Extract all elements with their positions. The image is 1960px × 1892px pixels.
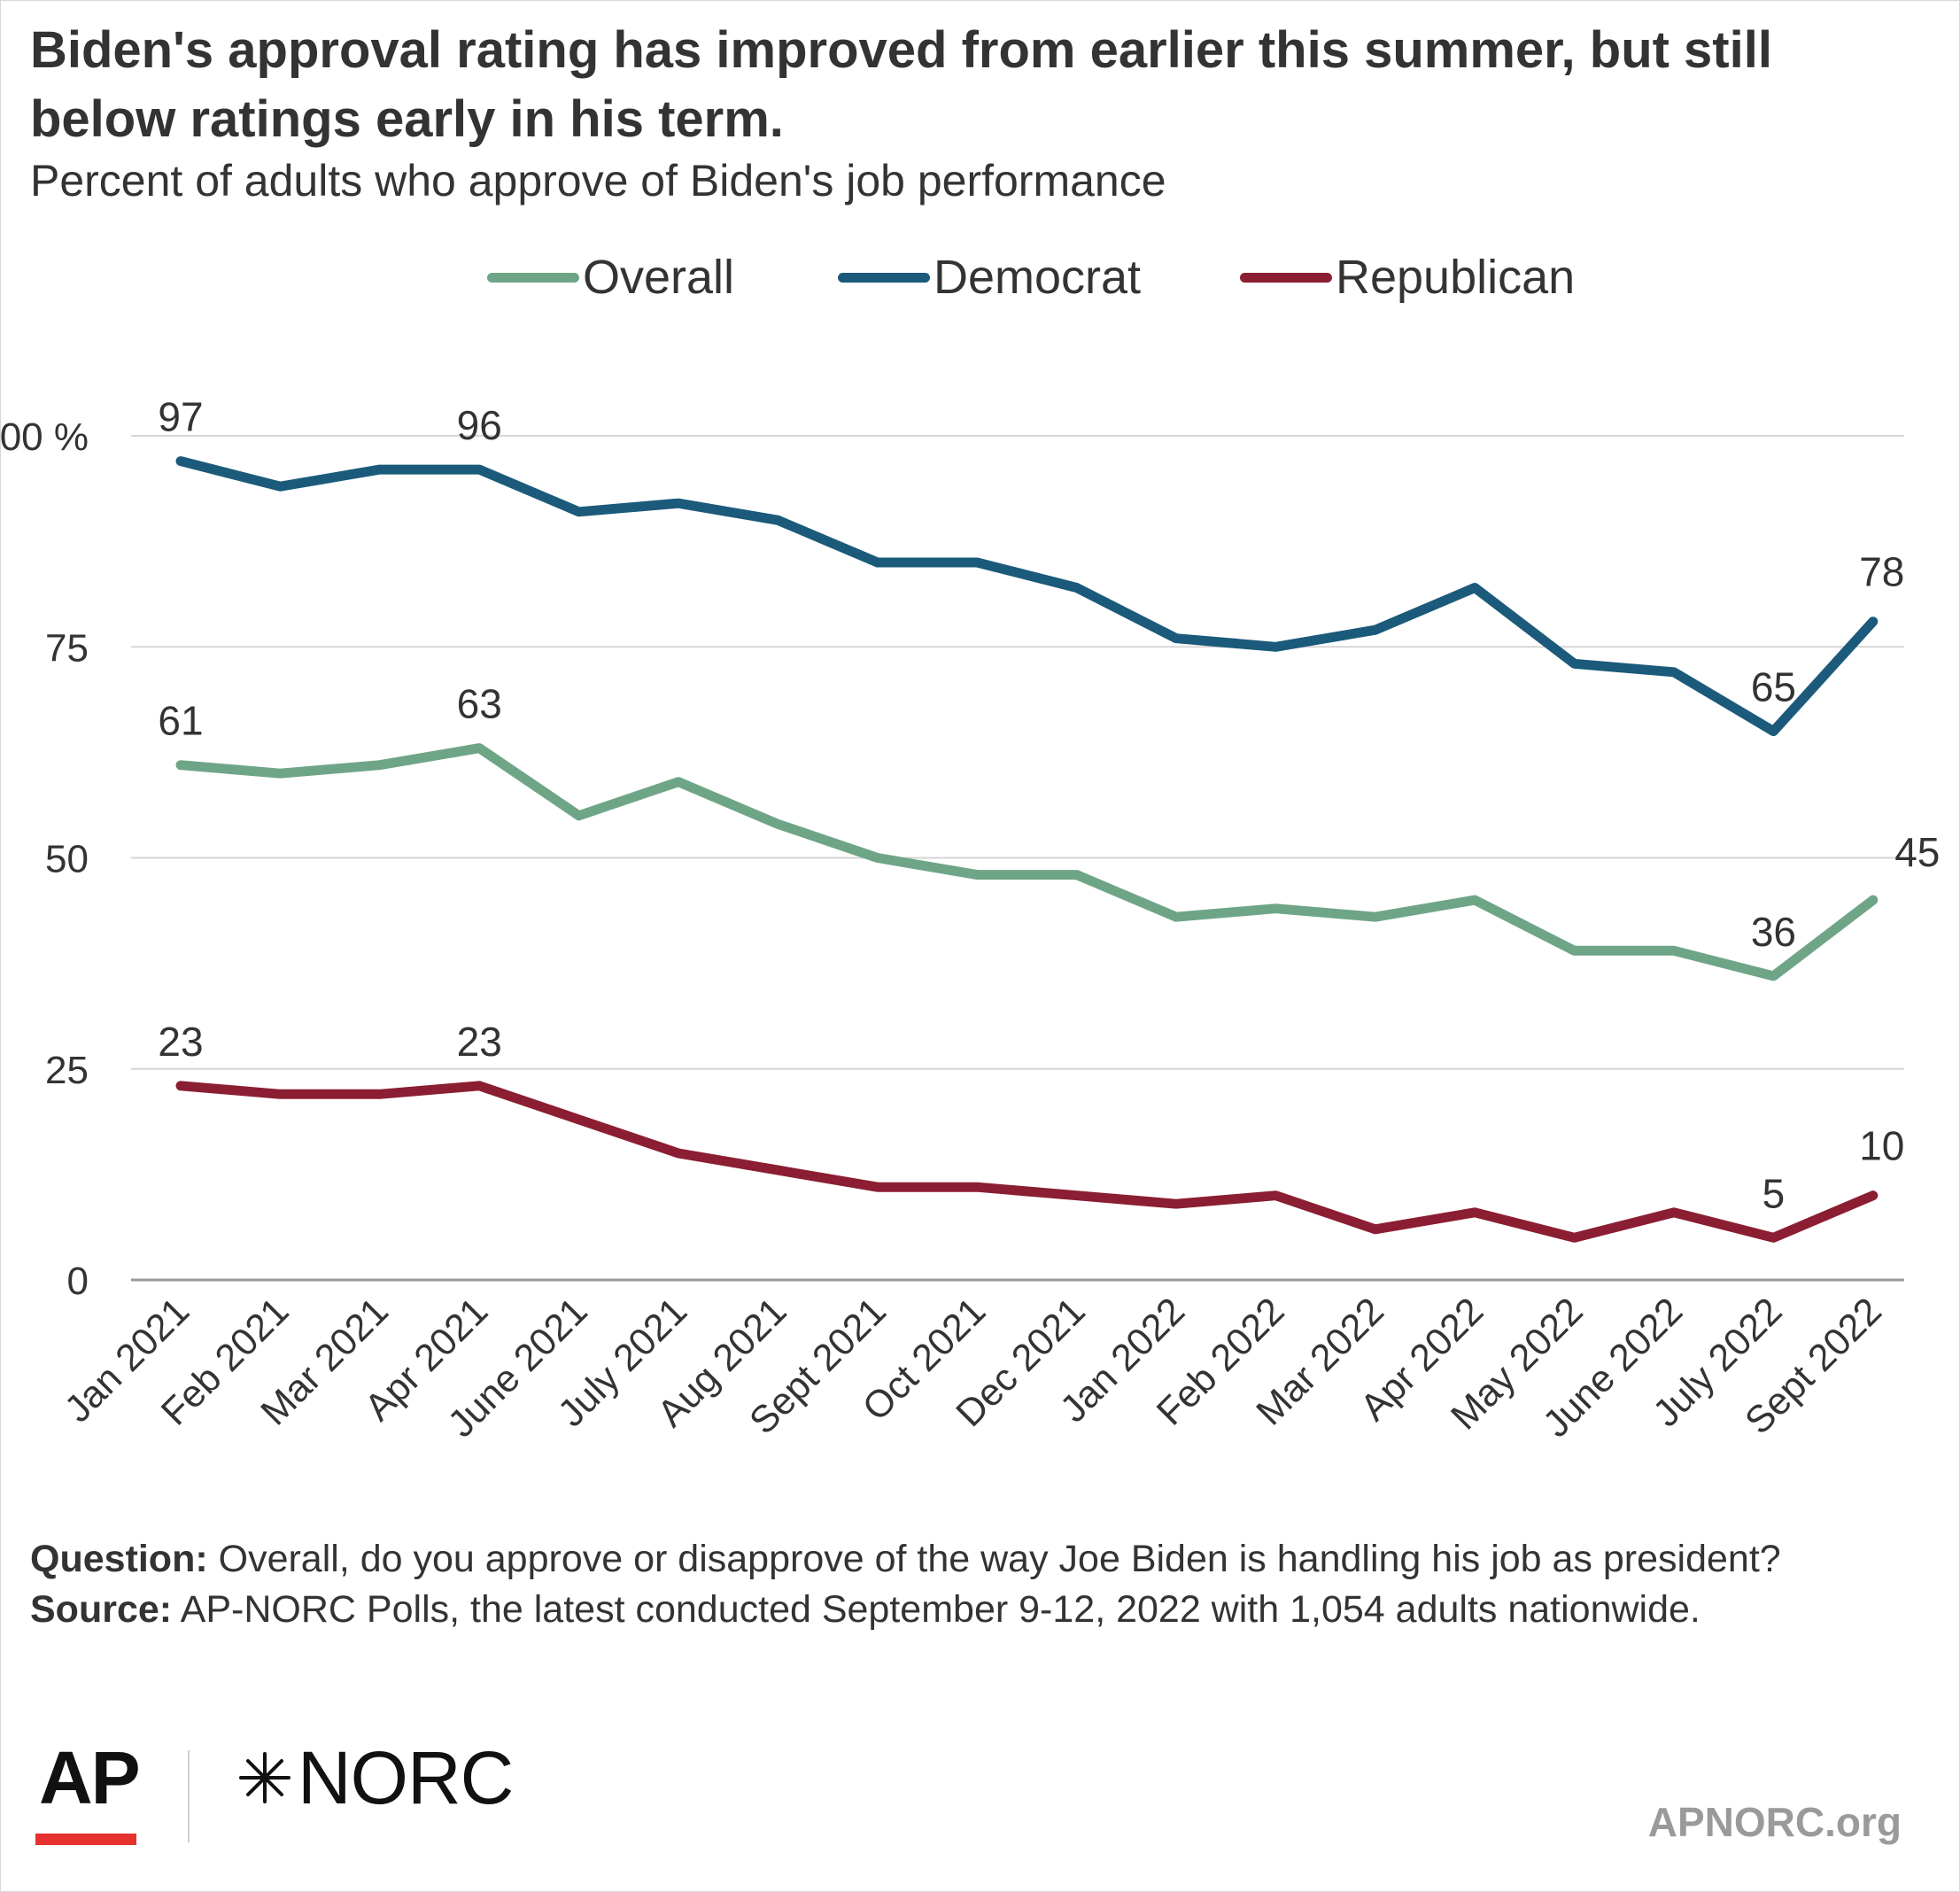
series-line-overall	[175, 743, 1879, 981]
ap-logo: AP	[39, 1736, 141, 1819]
data-label-democrat: 97	[158, 394, 203, 440]
y-tick-label: 0	[67, 1260, 89, 1303]
data-label-democrat: 96	[457, 402, 502, 448]
legend-item-republican: Republican	[1240, 246, 1575, 308]
data-label-overall: 36	[1751, 909, 1796, 955]
question-text: Overall, do you approve or disapprove of…	[207, 1538, 1781, 1580]
logo-divider	[188, 1750, 190, 1842]
chart-subtitle: Percent of adults who approve of Biden's…	[30, 156, 1166, 205]
y-tick-label: 50	[45, 838, 89, 881]
series-line-republican	[175, 1081, 1879, 1243]
legend-label-democrat: Democrat	[934, 251, 1142, 304]
data-label-democrat: 65	[1751, 664, 1796, 710]
legend-label-overall: Overall	[583, 251, 735, 304]
question-note: Question: Overall, do you approve or dis…	[30, 1534, 1934, 1585]
data-label-republican: 10	[1859, 1123, 1904, 1169]
source-note: Source: AP-NORC Polls, the latest conduc…	[30, 1585, 1934, 1635]
gridlines	[131, 435, 1904, 1282]
data-label-overall: 61	[158, 698, 203, 744]
norc-logo: NORC	[237, 1736, 514, 1819]
data-label-republican: 5	[1762, 1170, 1786, 1216]
source-text: AP-NORC Polls, the latest conducted Sept…	[172, 1588, 1700, 1631]
star-burst-icon	[239, 1752, 291, 1803]
y-tick-label: 25	[45, 1049, 89, 1092]
ap-logo-accent-bar	[35, 1834, 136, 1845]
norc-logo-text: NORC	[298, 1736, 514, 1819]
footer-notes: Question: Overall, do you approve or dis…	[30, 1534, 1934, 1635]
data-label-overall: 45	[1894, 829, 1940, 875]
question-label: Question:	[30, 1538, 208, 1580]
series-lines	[175, 456, 1879, 1243]
y-axis-ticks: 0 25 50 75 100 %	[0, 415, 89, 1303]
legend: Overall Democrat Republican	[0, 246, 1960, 308]
y-tick-label: 100 %	[0, 415, 89, 459]
legend-item-democrat: Democrat	[838, 246, 1141, 308]
data-label-democrat: 78	[1859, 549, 1904, 595]
site-link[interactable]: APNORC.org	[1647, 1799, 1902, 1845]
y-tick-label: 75	[45, 626, 89, 670]
data-label-republican: 23	[457, 1019, 502, 1065]
data-label-republican: 23	[158, 1019, 203, 1065]
data-labels: 61 63 36 45 97 96 65 78 23 23 5 10	[158, 394, 1940, 1217]
legend-swatch-overall	[487, 272, 579, 283]
source-label: Source:	[30, 1588, 173, 1631]
legend-swatch-democrat	[838, 272, 930, 283]
legend-label-republican: Republican	[1336, 251, 1576, 304]
legend-item-overall: Overall	[487, 246, 734, 308]
series-line-democrat	[175, 456, 1879, 736]
data-label-overall: 63	[457, 681, 502, 727]
legend-swatch-republican	[1240, 272, 1332, 283]
chart-title: Biden's approval rating has improved fro…	[30, 21, 1772, 148]
